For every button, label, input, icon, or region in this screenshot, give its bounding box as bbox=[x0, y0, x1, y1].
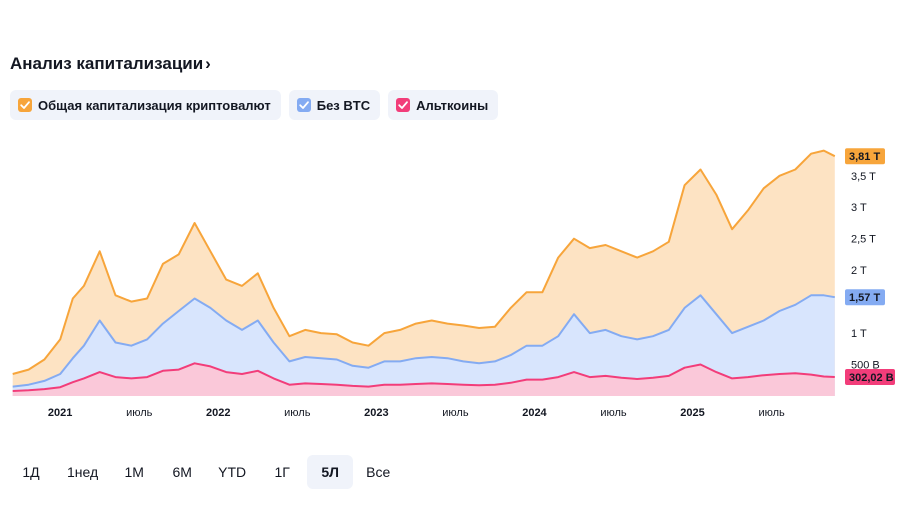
range-1d-button[interactable]: 1Д bbox=[22, 464, 40, 480]
range-1y-button[interactable]: 1Г bbox=[274, 464, 290, 480]
page-title[interactable]: Анализ капитализации › bbox=[10, 54, 211, 74]
y-tick-label: 2,5 T bbox=[851, 234, 876, 246]
range-selector: 1Д 1нед 1М 6М YTD 1Г 5Л Все bbox=[8, 455, 401, 489]
badge-bg bbox=[845, 148, 885, 165]
range-6m-button[interactable]: 6М bbox=[172, 464, 192, 480]
range-5y-button[interactable]: 5Л bbox=[307, 455, 354, 489]
last-value-badge: 3,81 T bbox=[845, 148, 885, 165]
series-line bbox=[12, 362, 835, 392]
y-tick-label: 3 T bbox=[851, 202, 867, 214]
legend-item-total[interactable]: Общая капитализация криптовалют bbox=[10, 90, 281, 120]
legend-label: Общая капитализация криптовалют bbox=[38, 97, 271, 113]
x-tick-label: июль bbox=[126, 407, 153, 419]
page-title-text: Анализ капитализации bbox=[10, 54, 204, 73]
last-value-badge: 1,57 T bbox=[845, 289, 885, 306]
y-tick-label: 500 B bbox=[851, 360, 880, 372]
legend-label: Без BTC bbox=[316, 97, 371, 113]
x-tick-label: июль bbox=[600, 407, 627, 419]
legend-label: Альткоины bbox=[416, 97, 489, 113]
x-tick-label: 2023 bbox=[364, 407, 388, 419]
series-area bbox=[12, 363, 835, 396]
range-all-button[interactable]: Все bbox=[366, 464, 391, 480]
x-tick-label: 2022 bbox=[206, 407, 230, 419]
legend: Общая капитализация криптовалют Без BTC … bbox=[10, 90, 499, 120]
range-1w-button[interactable]: 1нед bbox=[67, 464, 99, 480]
last-value-badge: 302,02 B bbox=[845, 368, 895, 385]
chevron-right-icon: › bbox=[205, 54, 211, 73]
x-tick-label: 2021 bbox=[48, 407, 72, 419]
range-ytd-button[interactable]: YTD bbox=[218, 464, 247, 480]
legend-item-excl-btc[interactable]: Без BTC bbox=[288, 90, 381, 120]
series-line bbox=[12, 294, 835, 388]
x-tick-label: июль bbox=[442, 407, 469, 419]
x-tick-label: 2025 bbox=[680, 407, 704, 419]
market-cap-chart[interactable]: 500 B 1 T 2 T 2,5 T 3 T 3,5 T 2021 июль 2022 июль… bbox=[0, 130, 900, 430]
x-tick-label: июль bbox=[758, 407, 785, 419]
x-tick-label: 2024 bbox=[522, 407, 547, 419]
badge-label: 1,57 T bbox=[849, 292, 880, 304]
badge-bg bbox=[845, 368, 895, 385]
check-icon bbox=[18, 98, 32, 112]
x-tick-label: июль bbox=[284, 407, 311, 419]
series-line bbox=[12, 149, 836, 375]
range-1m-button[interactable]: 1М bbox=[124, 464, 144, 480]
legend-item-altcoins[interactable]: Альткоины bbox=[388, 90, 499, 120]
y-tick-label: 2 T bbox=[851, 265, 867, 277]
check-icon bbox=[296, 98, 311, 112]
badge-label: 302,02 B bbox=[849, 372, 894, 384]
check-icon bbox=[396, 98, 411, 112]
y-tick-label: 3,5 T bbox=[851, 171, 876, 183]
badge-bg bbox=[845, 289, 885, 306]
y-tick-label: 1 T bbox=[851, 328, 867, 340]
badge-label: 3,81 T bbox=[849, 151, 880, 163]
